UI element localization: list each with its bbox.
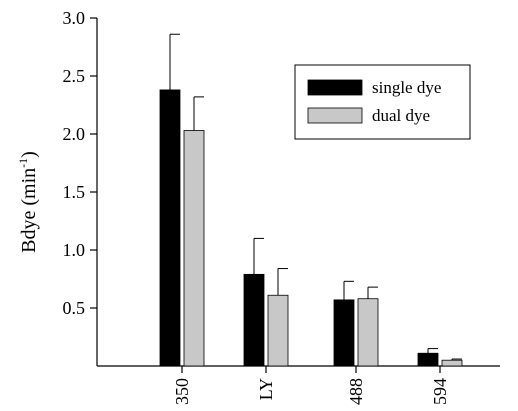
legend-box — [294, 64, 471, 140]
bar-single-dye-594 — [417, 352, 439, 367]
x-ticks: 350 LY 488 594 — [172, 366, 450, 405]
y-ticks: 0.5 1.0 1.5 2.0 2.5 3.0 — [63, 8, 97, 318]
legend-label-dual-dye: dual dye — [372, 106, 430, 125]
y-axis-label-close: ) — [18, 151, 40, 158]
y-tick-label: 1.0 — [63, 240, 86, 260]
y-tick-label: 2.0 — [63, 124, 86, 144]
y-axis-label-unit-exponent: -1 — [16, 158, 30, 168]
x-tick-label: LY — [256, 378, 276, 400]
bar-single-dye-488 — [333, 299, 355, 367]
legend-label-single-dye: single dye — [372, 78, 441, 97]
y-tick-label: 2.5 — [63, 66, 86, 86]
bar-single-dye-LY — [243, 273, 265, 367]
y-axis-label-text: Bdye (min — [18, 168, 40, 253]
legend: single dye dual dye — [294, 64, 471, 140]
bar-dual-dye-594 — [441, 359, 463, 367]
bar-dual-dye-488 — [357, 298, 379, 367]
bars — [159, 33, 463, 367]
bar-single-dye-350 — [159, 89, 181, 367]
x-tick-label: 594 — [430, 378, 450, 405]
y-tick-label: 3.0 — [63, 8, 86, 28]
y-tick-label: 1.5 — [63, 182, 86, 202]
x-tick-label: 488 — [346, 378, 366, 405]
bar-dual-dye-LY — [267, 294, 289, 367]
legend-swatch-dual-dye — [307, 107, 363, 124]
legend-swatch-single-dye — [307, 79, 363, 96]
y-tick-label: 0.5 — [63, 298, 86, 318]
y-axis-label: Bdye (min-1) — [16, 151, 40, 253]
bar-dual-dye-350 — [183, 130, 205, 367]
x-tick-label: 350 — [172, 378, 192, 405]
